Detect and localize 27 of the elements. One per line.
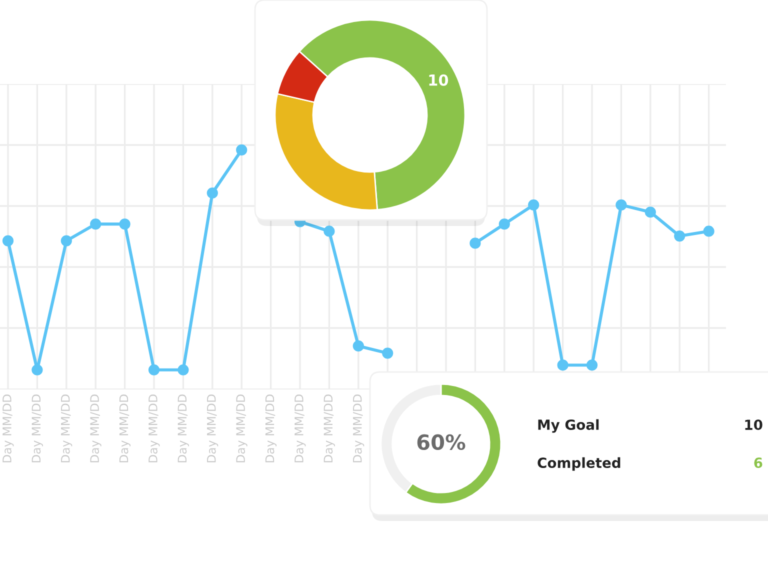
text: 10 [745, 420, 762, 430]
point [586, 360, 598, 371]
point [498, 218, 510, 230]
point [90, 218, 102, 230]
point [60, 235, 72, 246]
point [119, 218, 130, 230]
point [644, 206, 656, 218]
point [178, 364, 189, 376]
data-label: 10 [429, 74, 448, 86]
text: Completed [538, 457, 620, 471]
point [148, 364, 160, 376]
point [32, 364, 43, 376]
point [206, 187, 218, 199]
point [324, 226, 335, 237]
point [616, 199, 627, 211]
text: My Goal [538, 419, 599, 433]
point [236, 144, 248, 156]
point [674, 230, 686, 242]
point [703, 226, 714, 237]
point [382, 348, 394, 359]
point [2, 235, 14, 246]
text: 60% [417, 434, 466, 450]
text: 6 [754, 458, 762, 468]
point [557, 360, 568, 371]
point [470, 238, 481, 249]
point [528, 199, 540, 211]
point [352, 340, 364, 352]
